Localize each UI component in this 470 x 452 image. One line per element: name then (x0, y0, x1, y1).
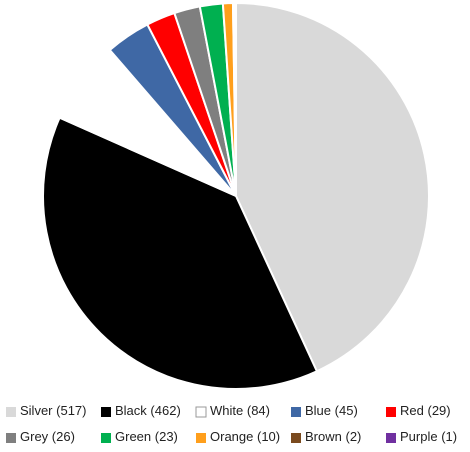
legend-label: Black (462) (115, 403, 181, 418)
legend-name: Purple (400, 429, 438, 444)
legend-name: Grey (20, 429, 49, 444)
legend-name: Brown (305, 429, 342, 444)
legend-name: Blue (305, 403, 331, 418)
legend-label: Purple (1) (400, 429, 457, 444)
legend-swatch (196, 433, 206, 443)
legend-swatch (6, 407, 16, 417)
legend-swatch (386, 433, 396, 443)
legend-label: Green (23) (115, 429, 178, 444)
pie-slice (233, 1, 237, 197)
legend-value: (517) (56, 403, 86, 418)
legend-label: Brown (2) (305, 429, 361, 444)
pie-slice (42, 116, 319, 390)
pie-slice (235, 1, 430, 373)
legend-swatch (386, 407, 396, 417)
legend-value: (1) (441, 429, 457, 444)
legend-name: Orange (210, 429, 253, 444)
legend-swatch (101, 433, 111, 443)
legend-value: (10) (257, 429, 280, 444)
legend-name: Red (400, 403, 424, 418)
legend-swatch (6, 433, 16, 443)
legend-swatch (101, 407, 111, 417)
legend-name: White (210, 403, 243, 418)
legend-label: White (84) (210, 403, 270, 418)
legend-swatch (195, 406, 207, 418)
legend-name: Black (115, 403, 147, 418)
legend-value: (84) (247, 403, 270, 418)
legend-name: Silver (20, 403, 53, 418)
legend-value: (26) (52, 429, 75, 444)
legend-value: (45) (335, 403, 358, 418)
legend-value: (462) (150, 403, 180, 418)
legend-label: Grey (26) (20, 429, 75, 444)
legend-value: (23) (155, 429, 178, 444)
legend-label: Red (29) (400, 403, 451, 418)
legend-label: Orange (10) (210, 429, 280, 444)
legend-label: Silver (517) (20, 403, 87, 418)
legend-value: (2) (345, 429, 361, 444)
legend-swatch (291, 433, 301, 443)
legend-swatch (291, 407, 301, 417)
legend-label: Blue (45) (305, 403, 358, 418)
legend-name: Green (115, 429, 151, 444)
legend-value: (29) (427, 403, 450, 418)
